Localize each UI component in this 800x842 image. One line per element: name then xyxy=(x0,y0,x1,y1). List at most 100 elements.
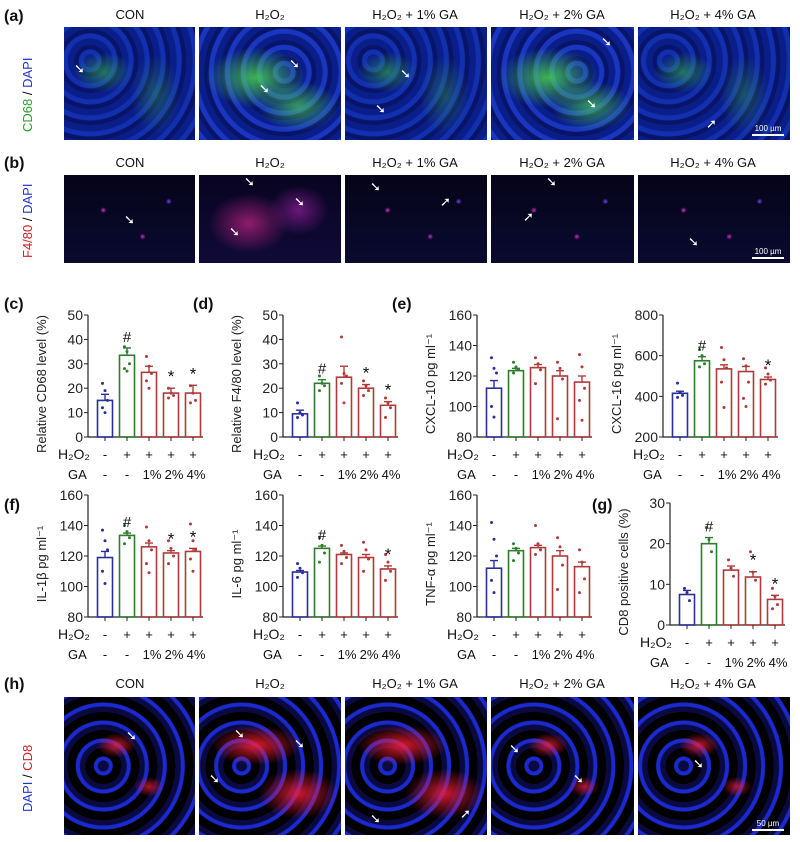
data-point xyxy=(342,372,346,376)
y-tick-label: 10 xyxy=(262,405,278,421)
micrograph-h-con: ➘ xyxy=(64,697,195,835)
stain-label-h: DAPI / CD8 xyxy=(20,745,35,812)
h2o2-sign: - xyxy=(103,627,107,642)
h2o2-row-label: H₂O₂ xyxy=(253,626,285,642)
chart-g: 0 10 20 30 CD8 positive cells (%) - - # + - +1% * +2… xyxy=(616,495,788,670)
header-4ga: H₂O₂ + 4% GA xyxy=(670,7,756,22)
data-point xyxy=(384,578,387,582)
data-point xyxy=(771,607,774,611)
data-point xyxy=(101,569,104,573)
h2o2-row-label: H₂O₂ xyxy=(58,626,90,642)
data-point xyxy=(580,560,584,564)
ga-sign: 2% xyxy=(165,467,184,482)
arrow-icon: ➘ xyxy=(400,66,411,81)
data-point xyxy=(683,586,686,590)
data-point xyxy=(580,418,584,422)
bar xyxy=(96,399,114,438)
data-point xyxy=(583,577,586,581)
chart-f2: 80 100 120 140 160 IL-6 pg ml⁻¹ - - # + - +1% +2% * +4… xyxy=(229,487,401,662)
y-axis-label: TNF-α pg ml⁻¹ xyxy=(423,521,438,605)
h2o2-sign: - xyxy=(298,447,302,462)
bar xyxy=(737,370,755,438)
data-point xyxy=(386,560,390,564)
y-tick-label: 120 xyxy=(449,548,473,564)
ga-sign: - xyxy=(103,647,107,662)
data-point xyxy=(386,401,390,405)
data-point xyxy=(125,369,129,373)
data-point xyxy=(364,548,368,552)
data-point xyxy=(705,525,708,529)
data-point xyxy=(722,358,726,362)
data-point xyxy=(490,520,493,524)
y-axis-label: Relative F4/80 level (%) xyxy=(229,315,244,453)
significance-marker: # xyxy=(123,329,132,346)
chart-f3: 80 100 120 140 160 TNF-α pg ml⁻¹ - - + - +1% +2% +4%… xyxy=(423,487,595,662)
h2o2-sign: + xyxy=(340,447,348,462)
ga-sign: - xyxy=(678,467,682,482)
y-axis-label: CXCL-16 pg ml⁻¹ xyxy=(609,333,624,434)
data-point xyxy=(169,546,173,550)
arrow-icon: ➘ xyxy=(259,81,270,96)
data-point xyxy=(301,413,304,417)
header-2ga: H₂O₂ + 2% GA xyxy=(519,676,605,691)
arrow-icon: ➘ xyxy=(289,56,300,71)
chart-e2: 200 400 600 800 CXCL-16 pg ml⁻¹ - - # + - +1% +2% * +… xyxy=(609,307,781,482)
bar xyxy=(335,553,353,618)
data-point xyxy=(342,549,346,553)
h2o2-sign: + xyxy=(362,627,370,642)
data-point xyxy=(191,391,195,395)
ga-sign: 4% xyxy=(576,467,595,482)
ga-sign: - xyxy=(685,655,689,670)
data-point xyxy=(580,365,584,369)
data-point xyxy=(191,539,195,543)
significance-marker: * xyxy=(765,356,772,375)
ga-sign: - xyxy=(492,647,496,662)
data-point xyxy=(367,389,370,393)
h2o2-sign: + xyxy=(534,447,542,462)
ga-sign: - xyxy=(707,655,711,670)
y-tick-label: 30 xyxy=(67,356,83,372)
data-point xyxy=(389,569,392,573)
marker-dapi: DAPI xyxy=(20,183,35,214)
panel-label-g: (g) xyxy=(592,497,613,514)
arrow-icon: ➘ xyxy=(601,34,612,49)
data-point xyxy=(517,368,520,372)
data-point xyxy=(298,566,302,570)
data-point xyxy=(342,401,346,405)
data-point xyxy=(301,571,304,575)
micrograph-b-2ga: ➘ ➚ xyxy=(491,175,634,263)
data-point xyxy=(556,417,559,421)
y-tick-label: 50 xyxy=(67,307,83,323)
arrow-icon: ➚ xyxy=(460,806,471,821)
h2o2-sign: + xyxy=(340,627,348,642)
ga-sign: 2% xyxy=(740,467,759,482)
data-point xyxy=(103,389,107,393)
significance-marker: * xyxy=(190,364,197,383)
micrograph-b-con: ➘ xyxy=(64,175,195,263)
y-tick-label: 160 xyxy=(449,307,473,323)
micrograph-a-1ga: ➘ ➘ xyxy=(345,27,487,140)
arrow-icon: ➘ xyxy=(294,194,305,209)
significance-marker: # xyxy=(705,519,714,536)
data-point xyxy=(384,415,387,419)
data-point xyxy=(172,554,175,558)
ga-sign: - xyxy=(125,467,129,482)
h2o2-sign: - xyxy=(492,627,496,642)
bar xyxy=(507,549,525,618)
arrow-icon: ➘ xyxy=(688,234,699,249)
bar xyxy=(529,366,547,438)
data-point xyxy=(103,581,107,585)
ga-sign: 1% xyxy=(338,647,357,662)
data-point xyxy=(106,548,109,552)
data-point xyxy=(323,551,326,555)
data-point xyxy=(123,542,126,546)
panel-label-h: (h) xyxy=(4,676,25,693)
h2o2-row-label: H₂O₂ xyxy=(447,626,479,642)
bar xyxy=(118,534,136,618)
scale-bar: 100 µm xyxy=(752,124,784,136)
y-tick-label: 100 xyxy=(60,579,84,595)
y-tick-label: 400 xyxy=(635,388,659,404)
data-point xyxy=(384,552,387,556)
y-tick-label: 20 xyxy=(67,380,83,396)
bar xyxy=(140,546,158,618)
